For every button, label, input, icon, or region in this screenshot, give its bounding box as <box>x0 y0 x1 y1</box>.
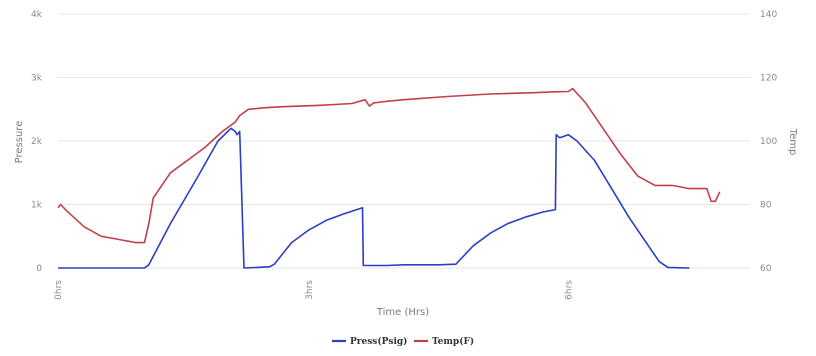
axis-ticks: 0 1k 2k 3k 4k 60 80 100 120 140 0hrs 3hrs 6hrs <box>31 10 777 300</box>
legend-label: Press(Psig) <box>350 336 407 347</box>
y-right-tick-label: 120 <box>760 74 777 84</box>
y-left-tick-label: 0 <box>36 264 42 274</box>
y-left-tick-label: 1k <box>31 201 43 211</box>
series-line-temp <box>57 87 721 244</box>
y-left-tick-label: 4k <box>31 10 43 20</box>
y-right-tick-label: 60 <box>760 264 772 274</box>
y-axis-left-title: Pressure <box>14 121 25 164</box>
grid <box>58 13 750 269</box>
x-tick-label: 3hrs <box>305 280 315 300</box>
y-left-tick-label: 2k <box>31 137 43 147</box>
y-left-tick-label: 3k <box>31 74 43 84</box>
y-right-tick-label: 80 <box>760 201 772 211</box>
y-axis-right-title: Temp <box>787 128 798 156</box>
legend-label: Temp(F) <box>432 336 474 347</box>
legend: Press(Psig) Temp(F) <box>332 336 474 347</box>
y-right-tick-label: 140 <box>760 10 777 20</box>
series-lines <box>57 87 721 269</box>
x-tick-label: 6hrs <box>564 280 574 300</box>
series-line-pressure <box>58 127 690 269</box>
x-axis-title: Time (Hrs) <box>376 307 429 318</box>
x-tick-label: 0hrs <box>54 280 64 300</box>
y-right-tick-label: 100 <box>760 137 777 147</box>
